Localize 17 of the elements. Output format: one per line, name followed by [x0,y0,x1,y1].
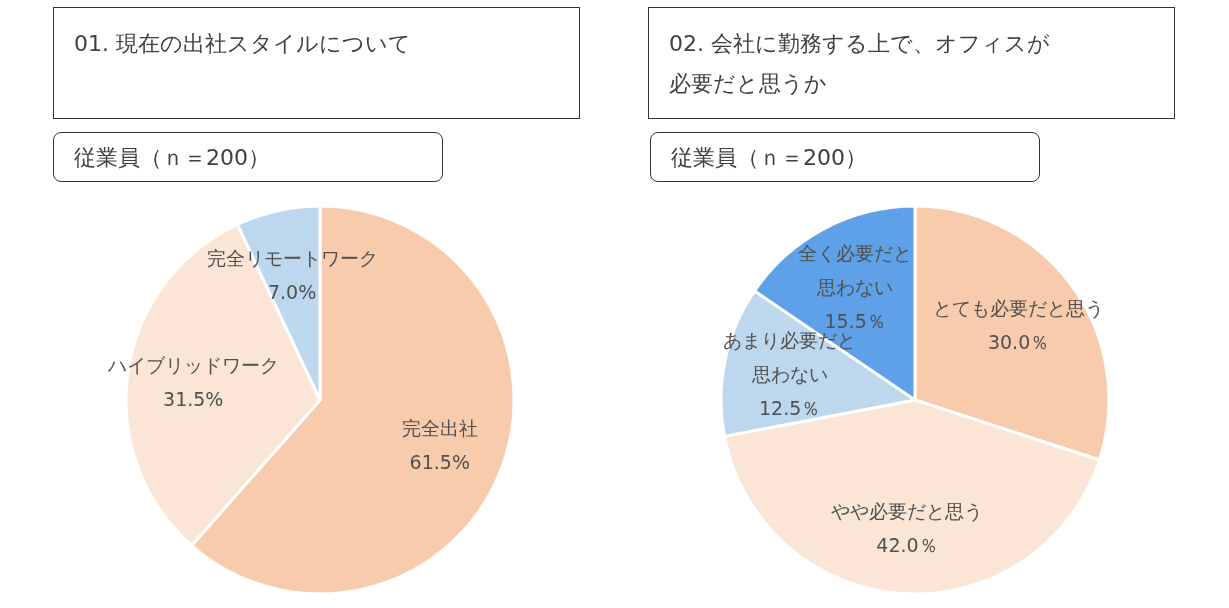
chart-subtitle: 従業員（ｎ＝200） [53,132,443,182]
chart-subtitle: 従業員（ｎ＝200） [650,132,1040,182]
data-label: 15.5％ [824,309,886,332]
slice-label: とても必要だと思う [933,296,1105,319]
data-label: 42.0％ [876,533,938,556]
data-label: 30.0％ [987,330,1050,353]
slice-label: 完全リモートワーク [206,247,378,270]
data-label: 31.5% [163,387,224,410]
data-label: 61.5% [409,451,470,474]
chart-title: 01. 現在の出社スタイルについて [74,30,412,58]
data-label: 7.0% [267,281,317,304]
slice-label: やや必要だと思う [830,499,983,522]
chart-title: 02. 会社に勤務する上で、オフィスが必要だと思うか [669,30,1051,98]
slice-label: 完全出社 [401,417,478,440]
data-label: 12.5％ [758,397,821,420]
slice-label: 全く必要だと思わない [798,241,913,298]
slice-label: ハイブリッドワーク [107,353,279,376]
